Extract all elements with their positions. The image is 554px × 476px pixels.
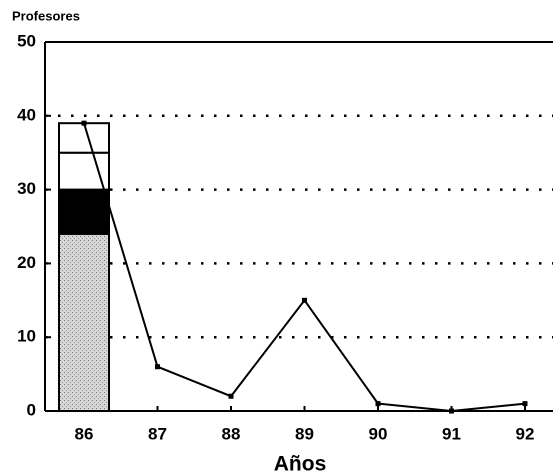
x-tick-label: 86 bbox=[75, 424, 94, 443]
bar-segment bbox=[58, 151, 110, 191]
line bbox=[83, 122, 526, 413]
x-tick-label: 88 bbox=[222, 424, 241, 443]
x-axis-label: Años bbox=[274, 453, 327, 476]
line-point bbox=[81, 120, 87, 126]
line-point bbox=[155, 364, 160, 370]
x-tick-label: 90 bbox=[369, 424, 388, 443]
line-point bbox=[228, 393, 234, 399]
x-tick-label: 89 bbox=[295, 424, 314, 443]
line-point bbox=[375, 401, 381, 407]
bar-segment bbox=[58, 122, 110, 154]
y-tick-label: 20 bbox=[17, 253, 36, 272]
y-tick-label: 10 bbox=[17, 327, 36, 346]
x-tick-label: 92 bbox=[516, 424, 535, 443]
x-tick-label: 87 bbox=[148, 424, 167, 443]
y-tick-label: 50 bbox=[17, 31, 36, 50]
chart-title: Profesores bbox=[12, 8, 80, 23]
bar-segment bbox=[58, 232, 110, 412]
y-tick-label: 40 bbox=[17, 105, 36, 124]
line-point bbox=[449, 408, 454, 414]
bar-segment bbox=[58, 188, 110, 235]
y-tick-label: 0 bbox=[27, 400, 36, 419]
line-point bbox=[522, 401, 528, 407]
x-tick-label: 91 bbox=[442, 424, 461, 443]
y-tick-label: 30 bbox=[17, 179, 36, 198]
line-point bbox=[302, 297, 307, 303]
